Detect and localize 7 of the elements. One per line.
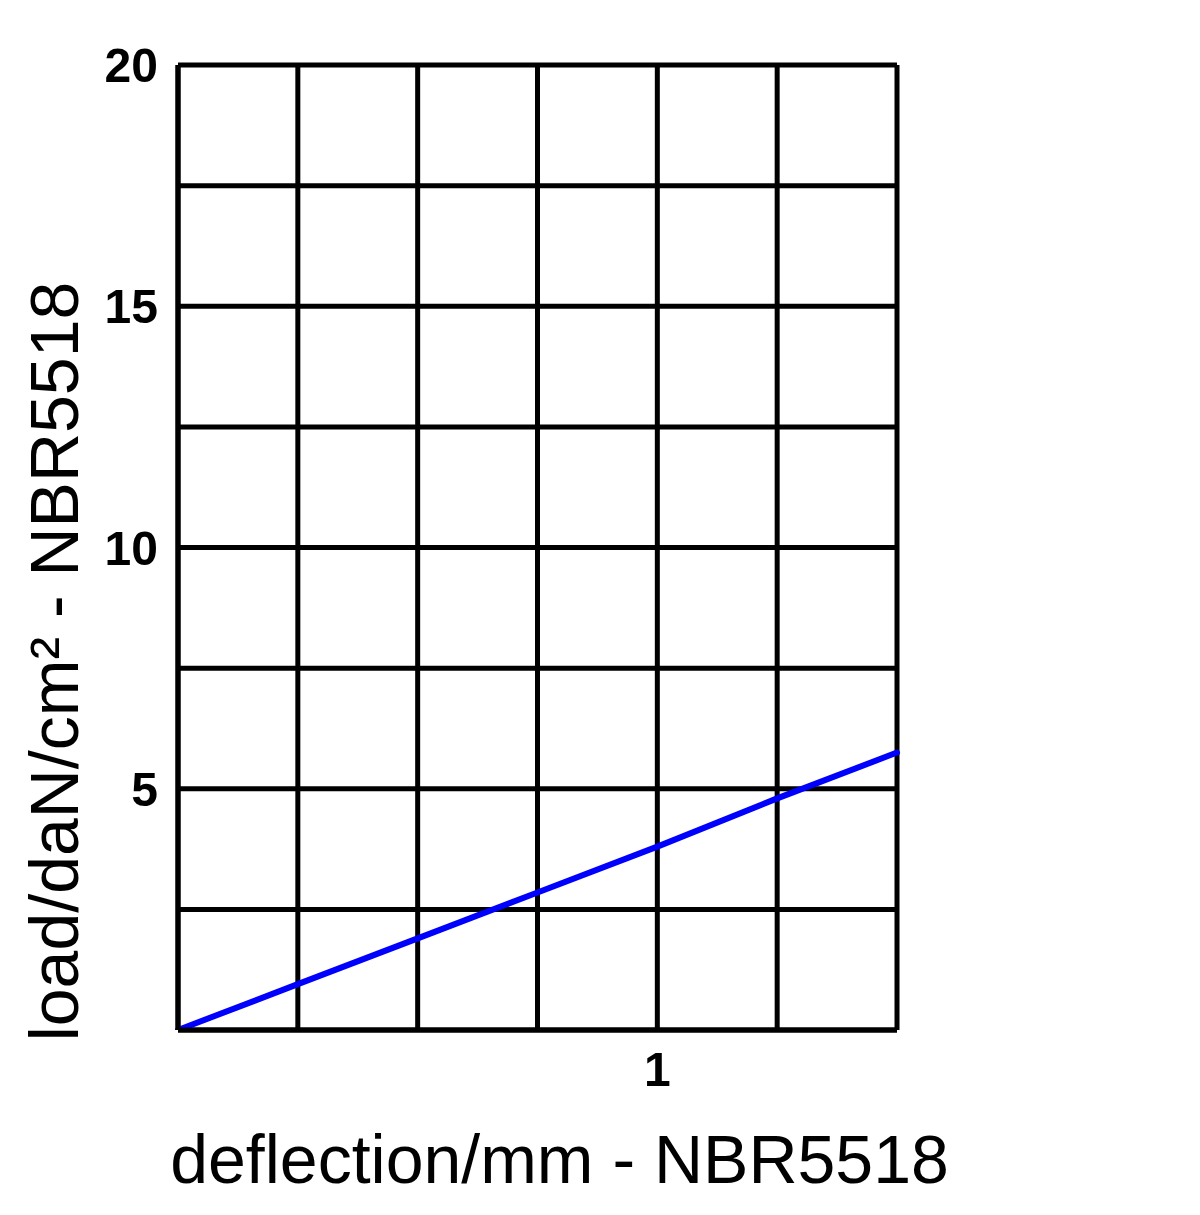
x-tick-label: 1	[643, 1043, 671, 1097]
x-axis-title: deflection/mm - NBR5518	[170, 1121, 949, 1197]
y-tick-label: 20	[104, 39, 158, 93]
y-tick-label: 10	[104, 521, 158, 575]
y-axis-title: load/daN/cm² - NBR5518	[16, 281, 92, 1042]
y-tick-label: 5	[131, 762, 158, 816]
y-tick-label: 15	[104, 280, 158, 334]
